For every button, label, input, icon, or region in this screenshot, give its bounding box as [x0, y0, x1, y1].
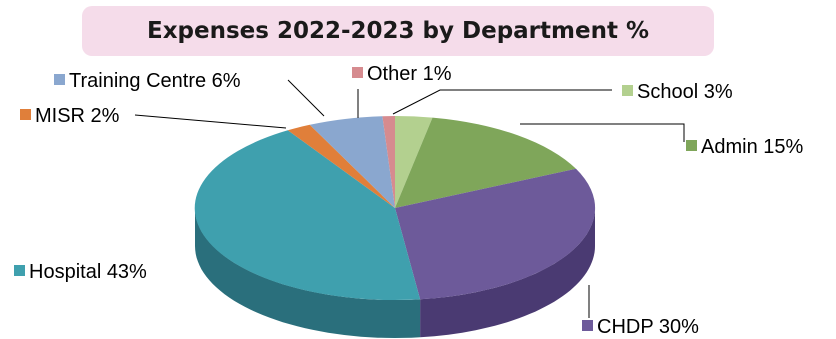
legend-swatch-training-centre: [54, 74, 65, 85]
slice-misr: [287, 124, 395, 208]
leader-line-misr: [134, 114, 287, 129]
slice-school: [395, 115, 433, 208]
slice-side-hospital: [195, 208, 421, 338]
leader-line-admin: [520, 123, 685, 142]
legend-swatch-other: [352, 67, 363, 78]
slice-chdp: [395, 168, 596, 300]
data-label-school: School 3%: [637, 81, 733, 103]
leader-line-school: [392, 89, 612, 115]
slice-side-chdp: [420, 208, 595, 338]
slice-hospital: [194, 130, 421, 301]
data-label-misr: MISR 2%: [35, 105, 120, 127]
data-label-hospital: Hospital 43%: [29, 261, 147, 283]
slice-other: [382, 116, 395, 208]
data-label-training-centre: Training Centre 6%: [69, 70, 241, 92]
data-label-admin: Admin 15%: [701, 136, 803, 158]
slice-training-centre: [309, 116, 395, 208]
slice-admin: [395, 117, 576, 208]
data-label-chdp: CHDP 30%: [597, 316, 699, 338]
chart-title-box: Expenses 2022-2023 by Department %: [82, 6, 714, 56]
legend-swatch-school: [622, 85, 633, 96]
legend-swatch-admin: [686, 140, 697, 151]
legend-swatch-misr: [20, 109, 31, 120]
legend-swatch-chdp: [582, 320, 593, 331]
data-label-other: Other 1%: [367, 63, 452, 85]
leader-line-training-centre: [287, 79, 325, 117]
chart-title: Expenses 2022-2023 by Department %: [146, 18, 649, 44]
legend-swatch-hospital: [14, 265, 25, 276]
